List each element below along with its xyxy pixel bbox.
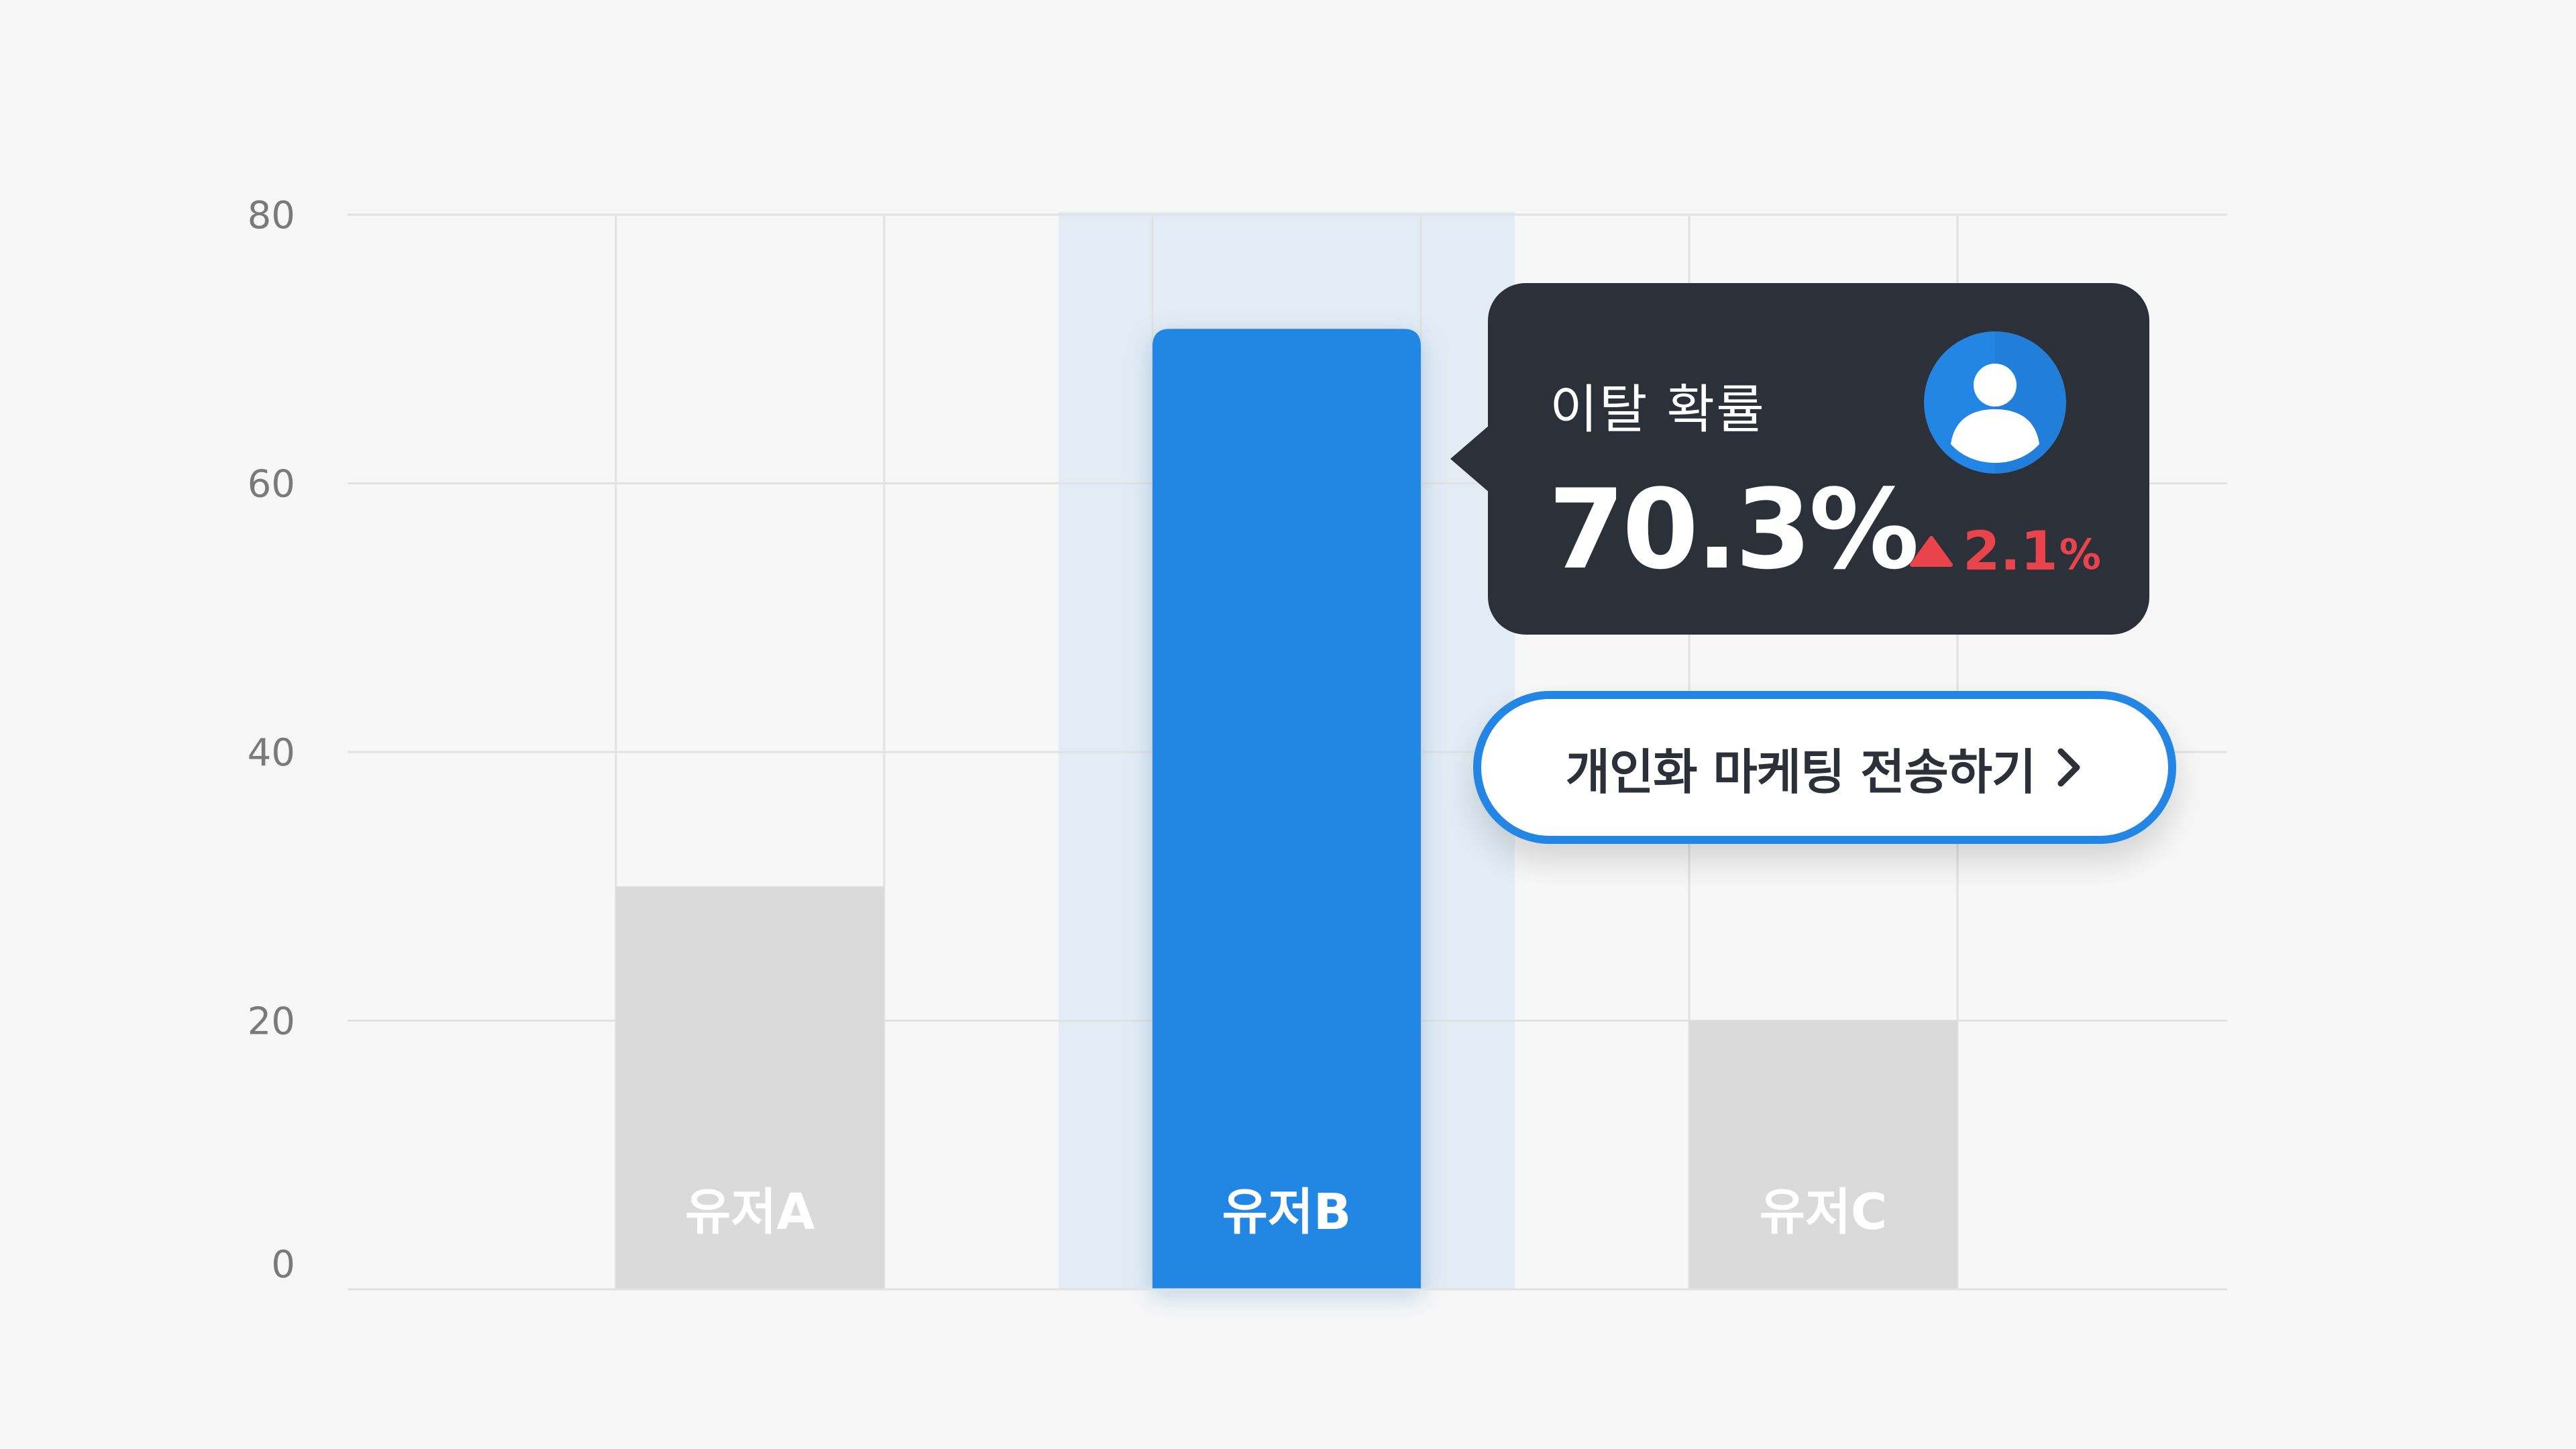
- category-label: 유저C: [1760, 1183, 1887, 1241]
- chevron-right-icon: [2057, 748, 2080, 787]
- y-tick-label: 60: [248, 463, 295, 506]
- cta-label: 개인화 마케팅 전송하기: [1565, 743, 2037, 800]
- y-tick-label: 20: [248, 1000, 295, 1044]
- user-avatar-icon: [1924, 331, 2066, 474]
- category-label: 유저B: [1222, 1183, 1352, 1241]
- delta-unit: %: [2059, 530, 2101, 579]
- bar-유저A: [616, 886, 884, 1289]
- y-tick-label: 80: [248, 194, 295, 237]
- tooltip-pointer: [1450, 425, 1489, 492]
- bar-유저B: [1152, 329, 1421, 1289]
- category-label: 유저A: [685, 1183, 814, 1241]
- churn-probability-value: 70.3%: [1548, 466, 1919, 594]
- y-tick-label: 40: [248, 731, 295, 775]
- churn-delta: 2.1 %: [1909, 525, 2101, 578]
- triangle-up-icon: [1910, 536, 1953, 567]
- delta-number: 2.1: [1963, 520, 2058, 582]
- y-tick-label: 0: [271, 1243, 295, 1287]
- send-personalized-marketing-button[interactable]: 개인화 마케팅 전송하기: [1473, 691, 2176, 844]
- tooltip-title: 이탈 확률: [1550, 380, 1766, 440]
- churn-tooltip: 이탈 확률 70.3% 2.1 %: [1450, 283, 2149, 635]
- bar-유저C: [1689, 1020, 1957, 1289]
